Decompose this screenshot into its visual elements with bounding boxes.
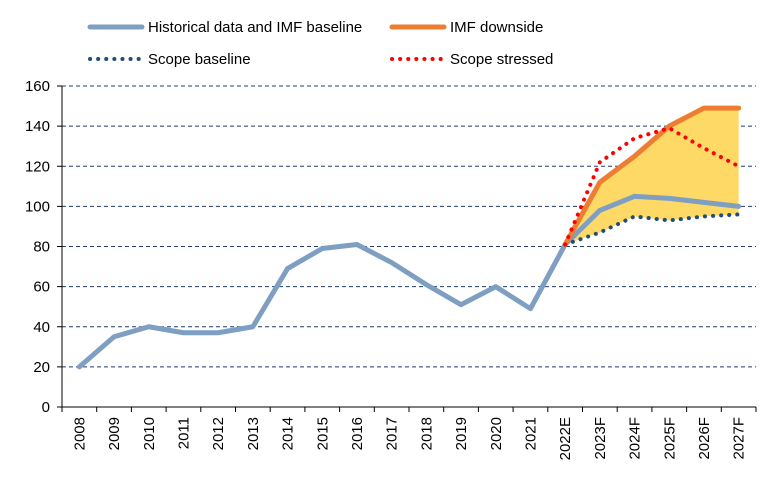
legend-item: Scope stressed xyxy=(390,51,553,68)
legend-item: Scope baseline xyxy=(88,51,251,68)
x-tick-label: 2023F xyxy=(592,417,609,460)
x-tick-label: 2025F xyxy=(661,417,678,460)
legend: Historical data and IMF baseline IMF down… xyxy=(87,19,553,68)
x-tick-labels: 2008 2009 2010 2011 2012 2013 2014 2015 2016 2017… xyxy=(71,417,747,460)
legend-label: Scope stressed xyxy=(450,51,553,68)
series-line-scope-baseline xyxy=(563,212,741,247)
x-tick-label: 2009 xyxy=(106,417,123,450)
y-tick-label: 120 xyxy=(25,158,50,175)
y-tick-label: 60 xyxy=(33,279,50,296)
series-lines xyxy=(76,105,742,370)
x-tick-label: 2018 xyxy=(418,417,435,450)
legend-label: Historical data and IMF baseline xyxy=(148,19,362,36)
x-tick-label: 2021 xyxy=(522,417,539,450)
y-tick-label: 140 xyxy=(25,118,50,135)
x-tick-label: 2024F xyxy=(627,417,644,460)
x-tick-label: 2013 xyxy=(245,417,262,450)
x-tick-label: 2015 xyxy=(314,417,331,450)
legend-item: IMF downside xyxy=(389,19,543,36)
x-tick-label: 2020 xyxy=(488,417,505,450)
gridlines xyxy=(62,85,756,368)
shaded-band xyxy=(565,108,739,245)
legend-item: Historical data and IMF baseline xyxy=(87,19,362,36)
x-tick-label: 2019 xyxy=(453,417,470,450)
x-tick-label: 2014 xyxy=(280,417,297,450)
series-line-historical-data-and-imf-baseline xyxy=(76,193,742,370)
x-tick-label: 2017 xyxy=(384,417,401,450)
x-tick-label: 2011 xyxy=(175,417,192,449)
y-tick-labels: 0 20 40 60 80 100 120 140 160 xyxy=(25,78,50,416)
x-tick-label: 2016 xyxy=(349,417,366,450)
y-tick-label: 20 xyxy=(33,359,50,376)
series-line-scope-stressed xyxy=(563,126,741,247)
x-tick-label: 2022E xyxy=(557,417,574,460)
scenario-range-band xyxy=(565,108,739,245)
x-tick-label: 2010 xyxy=(141,417,158,450)
x-tick-label: 2027F xyxy=(731,417,748,460)
x-tick-label: 2012 xyxy=(210,417,227,450)
legend-label: Scope baseline xyxy=(148,51,251,68)
y-tick-label: 80 xyxy=(33,239,50,256)
y-tick-label: 100 xyxy=(25,198,50,215)
x-tick-label: 2026F xyxy=(696,417,713,460)
y-tick-label: 0 xyxy=(42,399,50,416)
legend-label: IMF downside xyxy=(450,19,543,36)
x-tick-label: 2008 xyxy=(71,417,88,450)
series-line-imf-downside xyxy=(562,105,742,247)
y-tick-label: 40 xyxy=(33,319,50,336)
y-tick-label: 160 xyxy=(25,78,50,95)
axes xyxy=(57,85,757,412)
